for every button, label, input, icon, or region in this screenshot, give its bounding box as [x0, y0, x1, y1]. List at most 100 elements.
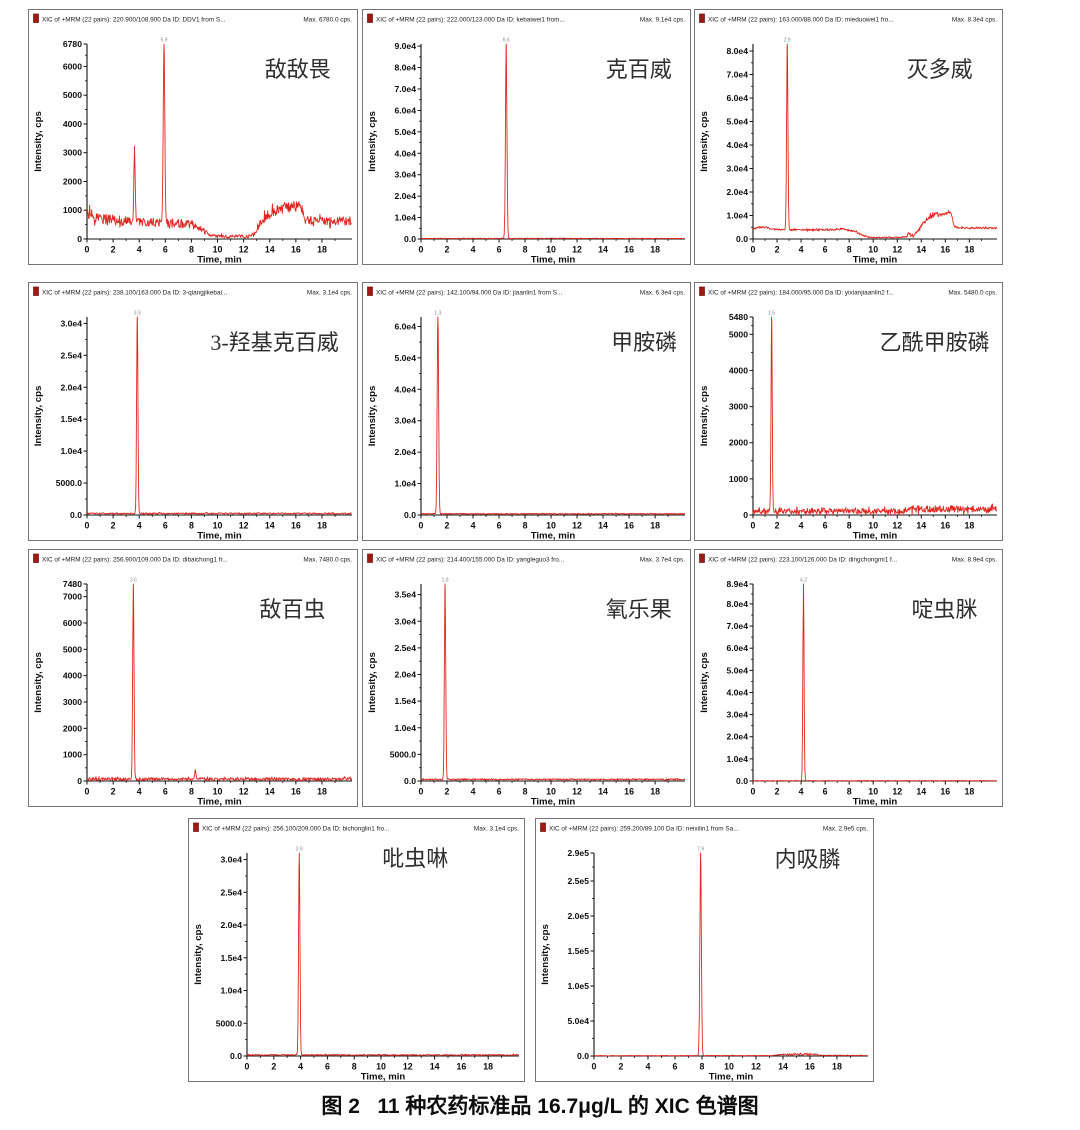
y-tick-label: 3.0e4	[60, 318, 82, 328]
x-axis-title: Time, min	[853, 255, 898, 265]
x-axis-title: Time, min	[197, 255, 242, 265]
x-tick-label: 10	[376, 1062, 386, 1072]
x-tick-label: 14	[265, 787, 275, 797]
x-tick-label: 2	[775, 521, 780, 531]
y-tick-label: 7.0e4	[726, 70, 748, 80]
x-tick-label: 18	[483, 1062, 493, 1072]
x-tick-label: 16	[291, 521, 301, 531]
y-tick-label: 3.0e4	[394, 170, 416, 180]
y-tick-label: 2000	[63, 176, 82, 186]
x-tick-label: 4	[646, 1062, 651, 1072]
peak-rt-label: 5.9	[161, 38, 168, 44]
y-tick-label: 5000.0	[390, 749, 417, 759]
panel-header-text: XIC of +MRM (22 pairs): 184.000/95.000 D…	[708, 290, 894, 297]
x-tick-label: 8	[523, 245, 528, 255]
x-tick-label: 14	[598, 245, 608, 255]
chromatogram-panel-3-hydroxycarbofuran: XIC of +MRM (22 pairs): 238.100/163.000 …	[28, 282, 358, 541]
y-tick-label: 2.5e4	[60, 350, 82, 360]
x-axis-title: Time, min	[531, 797, 576, 807]
x-tick-label: 4	[471, 245, 476, 255]
y-axis-title: Intensity, cps	[699, 386, 710, 447]
x-tick-label: 10	[546, 787, 556, 797]
panel-header-text: XIC of +MRM (22 pairs): 256.900/109.000 …	[42, 557, 228, 564]
y-tick-label: 7480	[63, 579, 82, 589]
x-tick-label: 0	[419, 521, 424, 531]
chromatogram-panel-acetamiprid: XIC of +MRM (22 pairs): 223.100/126.000 …	[694, 549, 1003, 807]
y-tick-label: 1.0e4	[726, 211, 748, 221]
xic-trace	[752, 43, 998, 239]
x-tick-label: 10	[868, 245, 878, 255]
y-axis-title: Intensity, cps	[33, 111, 44, 172]
y-tick-label: 3000	[729, 402, 748, 412]
y-axis-title: Intensity, cps	[367, 111, 378, 172]
x-tick-label: 8	[189, 245, 194, 255]
x-tick-label: 6	[163, 521, 168, 531]
x-tick-label: 4	[471, 787, 476, 797]
y-tick-label: 3000	[63, 697, 82, 707]
panel-header-text: XIC of +MRM (22 pairs): 214.400/155.000 …	[376, 557, 564, 564]
y-tick-label: 1.0e4	[394, 213, 416, 223]
y-tick-label: 1.5e4	[60, 414, 82, 424]
y-tick-label: 8.9e4	[726, 579, 748, 589]
chromatogram-panel-omethoate: XIC of +MRM (22 pairs): 214.400/155.000 …	[362, 549, 691, 807]
y-tick-label: 5.0e4	[567, 1016, 589, 1026]
y-tick-label: 4000	[63, 671, 82, 681]
x-tick-label: 2	[111, 521, 116, 531]
y-tick-label: 1.0e4	[394, 479, 416, 489]
x-tick-label: 8	[189, 787, 194, 797]
y-tick-label: 2.0e5	[567, 911, 589, 921]
x-tick-label: 16	[940, 787, 950, 797]
compound-title: 啶虫脒	[911, 597, 977, 622]
y-tick-label: 0	[77, 776, 82, 786]
y-axis-title: Intensity, cps	[193, 924, 204, 985]
x-tick-label: 4	[298, 1062, 303, 1072]
y-tick-label: 3.0e4	[726, 710, 748, 720]
y-tick-label: 4.0e4	[394, 384, 416, 394]
x-tick-label: 10	[213, 245, 223, 255]
panel-header-text: XIC of +MRM (22 pairs): 220.900/108.900 …	[42, 17, 226, 24]
x-tick-label: 18	[317, 787, 327, 797]
x-tick-label: 2	[445, 787, 450, 797]
panel-header-text: XIC of +MRM (22 pairs): 163.000/88.000 D…	[708, 17, 894, 24]
y-tick-label: 6000	[63, 618, 82, 628]
peak-rt-label: 3.9	[134, 311, 141, 317]
y-tick-label: 5480	[729, 312, 748, 322]
peak-rt-label: 3.6	[130, 578, 137, 584]
y-tick-label: 0.0	[736, 776, 748, 786]
x-tick-label: 2	[445, 521, 450, 531]
y-tick-label: 6.0e4	[726, 93, 748, 103]
peak-rt-label: 7.9	[697, 847, 704, 853]
y-tick-label: 0.0	[404, 510, 416, 520]
chromatogram-panel-methomyl: XIC of +MRM (22 pairs): 163.000/88.000 D…	[694, 9, 1003, 265]
x-tick-label: 16	[940, 245, 950, 255]
y-tick-label: 5000.0	[216, 1018, 243, 1028]
y-tick-label: 7.0e4	[726, 621, 748, 631]
x-tick-label: 8	[523, 521, 528, 531]
y-tick-label: 3.0e4	[394, 416, 416, 426]
y-tick-label: 5000	[63, 90, 82, 100]
y-axis-title: Intensity, cps	[699, 652, 710, 713]
y-tick-label: 4.0e4	[726, 140, 748, 150]
x-tick-label: 14	[916, 787, 926, 797]
compound-title: 吡虫啉	[382, 846, 448, 871]
x-tick-label: 0	[245, 1062, 250, 1072]
y-tick-label: 2000	[63, 723, 82, 733]
peak-rt-label: 3.9	[296, 847, 303, 853]
y-tick-label: 5.0e4	[726, 117, 748, 127]
compound-title: 内吸膦	[775, 847, 841, 872]
max-cps-label: Max. 7480.0 cps.	[303, 557, 352, 564]
y-tick-label: 2.5e5	[567, 876, 589, 886]
x-tick-label: 14	[598, 787, 608, 797]
mrm-icon	[33, 286, 39, 296]
x-tick-label: 10	[213, 521, 223, 531]
y-tick-label: 0.0	[404, 234, 416, 244]
x-tick-label: 10	[868, 521, 878, 531]
compound-title: 灭多威	[907, 57, 973, 82]
x-axis-title: Time, min	[709, 1072, 754, 1082]
mrm-icon	[699, 553, 705, 563]
x-tick-label: 14	[916, 245, 926, 255]
y-tick-label: 1.5e5	[567, 946, 589, 956]
x-tick-label: 4	[137, 245, 142, 255]
x-tick-label: 4	[799, 787, 804, 797]
y-tick-label: 1.0e4	[726, 754, 748, 764]
